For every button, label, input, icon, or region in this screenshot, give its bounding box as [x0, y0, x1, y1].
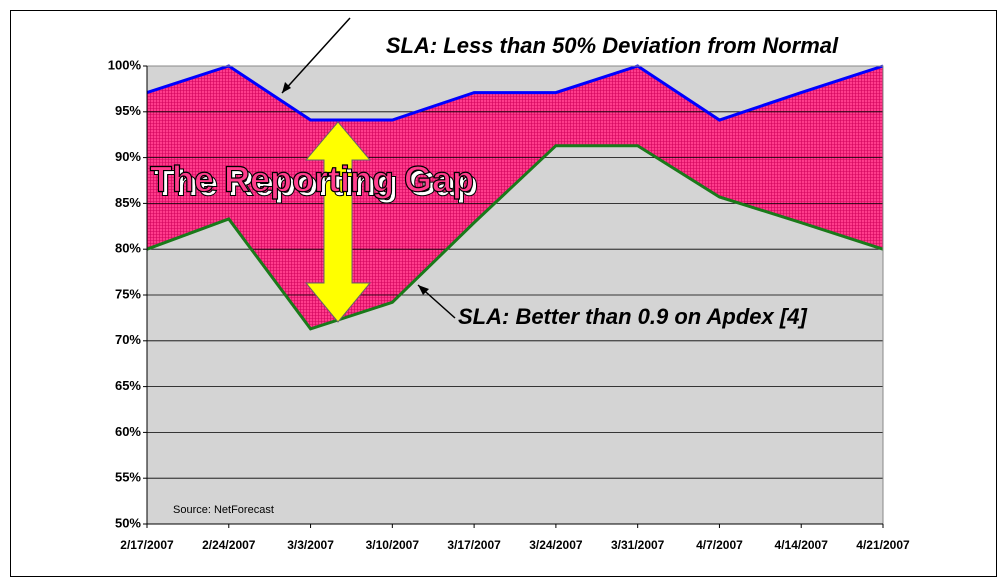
- y-tick-label: 50%: [115, 515, 141, 530]
- gap-label-shadow: The Reporting Gap: [154, 163, 478, 204]
- y-tick-label: 75%: [115, 286, 141, 301]
- x-tick-label: 3/24/2007: [529, 538, 583, 552]
- annotation: SLA: Less than 50% Deviation from Normal: [386, 33, 839, 58]
- line: [146, 64, 884, 122]
- x-tick-label: 2/24/2007: [202, 538, 256, 552]
- y-tick-label: 55%: [115, 470, 141, 485]
- x-tick-label: 3/10/2007: [366, 538, 420, 552]
- x-tick-label: 4/7/2007: [696, 538, 743, 552]
- gap-label: The Reporting Gap: [150, 159, 474, 200]
- pointer-head: [282, 82, 291, 93]
- area: [147, 145, 883, 524]
- y-tick-label: 95%: [115, 103, 141, 118]
- x-tick-label: 4/21/2007: [856, 538, 910, 552]
- y-tick-label: 90%: [115, 149, 141, 164]
- y-tick-label: 100%: [108, 57, 142, 72]
- x-tick-label: 3/31/2007: [611, 538, 665, 552]
- y-tick-label: 70%: [115, 332, 141, 347]
- x-tick-label: 4/14/2007: [775, 538, 829, 552]
- pointer: [281, 17, 351, 94]
- y-tick-label: 65%: [115, 378, 141, 393]
- line: [146, 144, 884, 331]
- x-tick-label: 2/17/2007: [120, 538, 174, 552]
- y-tick-label: 60%: [115, 424, 141, 439]
- y-tick-label: 85%: [115, 195, 141, 210]
- gap-arrow: [304, 121, 372, 323]
- annotation: SLA: Better than 0.9 on Apdex [4]: [458, 304, 807, 329]
- source-note: Source: NetForecast: [173, 504, 274, 516]
- x-tick-label: 3/17/2007: [447, 538, 501, 552]
- y-tick-label: 80%: [115, 241, 141, 256]
- x-tick-label: 3/3/2007: [287, 538, 334, 552]
- pointer-head: [418, 285, 429, 295]
